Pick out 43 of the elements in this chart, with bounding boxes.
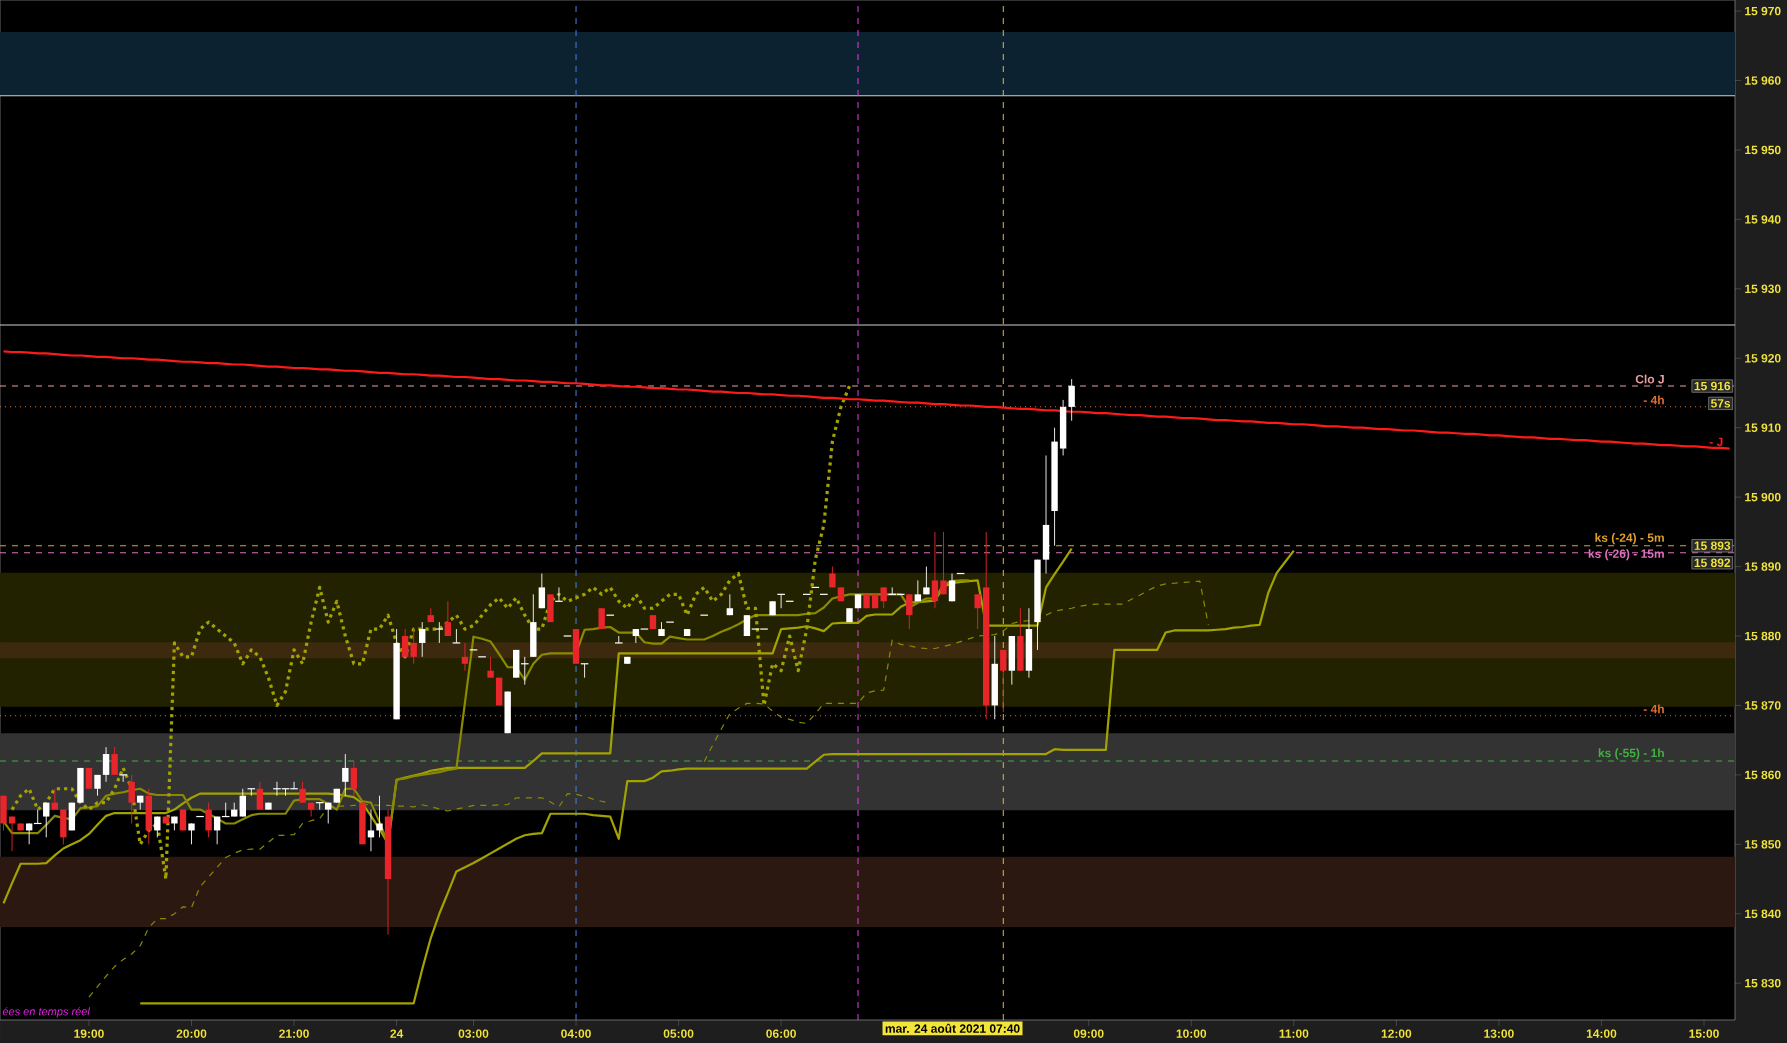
x-tick-label: 12:00 [1381, 1029, 1412, 1038]
text: mar. 24 août 2021 07:40 [885, 1023, 1020, 1033]
annotation: ées en temps réel [2, 1007, 91, 1018]
y-tick-label: 15 920 [1745, 354, 1781, 363]
x-tick-label: 10:00 [1176, 1029, 1207, 1038]
x-tick-label: 03:00 [458, 1029, 489, 1038]
annotation: 15 893 [1694, 541, 1731, 550]
y-tick-label: 15 880 [1745, 631, 1781, 641]
x-tick-label: 11:00 [1279, 1029, 1309, 1038]
y-tick-label: 15 870 [1745, 701, 1781, 710]
annotation: 15 916 [1694, 381, 1731, 391]
x-tick-label: 21:00 [279, 1029, 309, 1038]
y-tick-label: 15 900 [1745, 492, 1781, 502]
ref-line-label: ks (-24) - 5m [1595, 533, 1664, 545]
ref-line-label: - 4h [1643, 704, 1664, 714]
x-tick-label: 13:00 [1484, 1029, 1514, 1038]
x-tick-label: 05:00 [663, 1029, 694, 1038]
x-tick-label: 19:00 [74, 1029, 104, 1038]
x-tick-label: 20:00 [176, 1029, 207, 1038]
ref-line-label: - 4h [1643, 395, 1664, 405]
annotation: 15 892 [1694, 558, 1731, 567]
ref-line-label: ks (-55) - 1h [1598, 748, 1664, 760]
x-tick-label: 06:00 [766, 1029, 796, 1038]
x-tick-label: 04:00 [561, 1029, 591, 1038]
y-tick-label: 15 910 [1745, 423, 1781, 432]
ref-line-label: Clo J [1635, 374, 1664, 384]
y-tick-label: 15 970 [1745, 6, 1781, 16]
annotation: 57s [1710, 399, 1731, 408]
series-label: - J [1709, 437, 1723, 447]
y-tick-label: 15 860 [1745, 770, 1781, 780]
x-tick-label: 09:00 [1073, 1029, 1104, 1038]
ref-line-label: ks (-26) - 15m [1588, 549, 1664, 561]
y-tick-label: 15 850 [1745, 840, 1781, 849]
y-tick-label: 15 960 [1745, 76, 1781, 85]
x-tick-label: 15:00 [1689, 1029, 1719, 1038]
y-tick-label: 15 950 [1745, 145, 1781, 155]
y-tick-label: 15 830 [1745, 978, 1781, 988]
y-tick-label: 15 940 [1745, 215, 1781, 224]
y-tick-label: 15 890 [1745, 562, 1781, 571]
x-tick-label: 14:00 [1586, 1029, 1617, 1038]
y-tick-label: 15 930 [1745, 284, 1781, 294]
x-tick-label: 24 [390, 1029, 404, 1038]
y-tick-label: 15 840 [1745, 909, 1781, 919]
